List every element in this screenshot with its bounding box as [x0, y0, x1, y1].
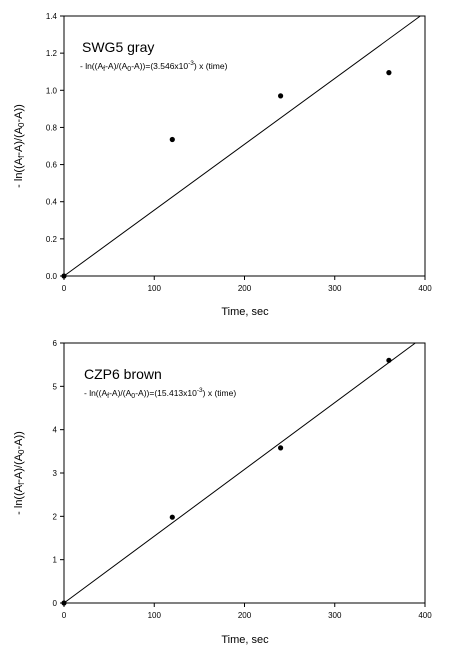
y-tick-label: 1.2 [46, 49, 58, 58]
x-tick-label: 300 [328, 611, 342, 620]
axis-ticks: 0 100 200 300 400 0 1 2 3 4 5 6 [53, 339, 433, 620]
ylabel-sub-f: f [17, 155, 26, 158]
data-point [169, 136, 175, 143]
annotation-mid1: -A)/(A [109, 388, 132, 398]
fit-annotation: - ln((Af-A)/(A0-A))=(3.546x10-3) x (time… [80, 60, 228, 73]
y-tick-label: 1 [53, 556, 58, 565]
annotation-suffix: ) x (time) [203, 388, 237, 398]
x-tick-label: 100 [148, 611, 162, 620]
annotation-sub-f: f [103, 66, 105, 73]
annotation-mid2: -A))=(3.546x10 [131, 61, 188, 71]
ylabel-sub-0: 0 [17, 449, 26, 454]
x-axis-label: Time, sec [221, 306, 269, 318]
y-tick-label: 0.2 [46, 235, 58, 244]
ylabel-sub-f: f [17, 482, 26, 485]
annotation-sub-f: f [107, 393, 109, 400]
x-axis-label: Time, sec [221, 634, 269, 646]
y-axis-label: - ln((Af-A)/(A0-A)) [13, 431, 26, 515]
chart-swg5: 0 100 200 300 400 0.0 0.2 0.4 0.6 0.8 1.0 1.2 1.4 SW… [13, 12, 432, 318]
annotation-sub-0: 0 [131, 393, 135, 400]
ylabel-prefix: - ln((A [13, 484, 25, 515]
annotation-mid2: -A))=(15.413x10 [135, 388, 197, 398]
annotation-sup: -3 [197, 387, 203, 394]
chart-title: CZP6 brown [84, 366, 162, 382]
y-tick-label: 0.4 [46, 198, 58, 207]
ylabel-prefix: - ln((A [13, 157, 25, 188]
y-tick-label: 1.4 [46, 12, 58, 21]
y-tick-label: 2 [53, 512, 58, 521]
y-tick-label: 3 [53, 469, 58, 478]
x-tick-label: 200 [238, 611, 252, 620]
plot-frame [63, 342, 426, 604]
annotation-sup: -3 [188, 60, 194, 67]
annotation-prefix: - ln((A [84, 388, 107, 398]
annotation-mid1: -A)/(A [105, 61, 128, 71]
ylabel-sub-0: 0 [17, 122, 26, 127]
data-point [61, 273, 67, 279]
annotation-prefix: - ln((A [80, 61, 103, 71]
data-point [278, 445, 284, 451]
data-point [169, 514, 175, 520]
ylabel-mid1: -A)/(A [13, 453, 25, 482]
y-tick-label: 4 [53, 426, 58, 435]
data-point [386, 357, 392, 363]
ylabel-mid2: -A)) [13, 431, 25, 449]
y-axis-label: - ln((Af-A)/(A0-A)) [13, 104, 26, 188]
x-tick-label: 300 [328, 284, 342, 293]
chart-title: SWG5 gray [82, 39, 154, 55]
fit-line [63, 342, 416, 604]
y-tick-label: 1.0 [46, 86, 58, 95]
x-tick-label: 200 [238, 284, 252, 293]
y-tick-label: 0.0 [46, 272, 58, 281]
data-points [61, 70, 392, 279]
annotation-sub-0: 0 [127, 66, 131, 73]
x-tick-label: 100 [148, 284, 162, 293]
y-tick-label: 6 [53, 339, 58, 348]
data-points [61, 357, 392, 606]
data-point [278, 93, 284, 99]
y-tick-label: 0.8 [46, 123, 58, 132]
fit-line [63, 15, 421, 277]
ylabel-mid1: -A)/(A [13, 126, 25, 155]
ylabel-mid2: -A)) [13, 104, 25, 122]
data-point [61, 600, 67, 606]
annotation-suffix: ) x (time) [194, 61, 228, 71]
y-tick-label: 0 [53, 599, 58, 608]
x-tick-label: 0 [62, 611, 67, 620]
y-tick-label: 5 [53, 382, 58, 391]
data-point [386, 70, 392, 76]
axis-ticks: 0 100 200 300 400 0.0 0.2 0.4 0.6 0.8 1.0 1.2 1.4 [46, 12, 432, 293]
y-tick-label: 0.6 [46, 161, 58, 170]
x-tick-label: 400 [418, 611, 432, 620]
fit-annotation: - ln((Af-A)/(A0-A))=(15.413x10-3) x (tim… [84, 387, 236, 400]
x-tick-label: 0 [62, 284, 67, 293]
x-tick-label: 400 [418, 284, 432, 293]
